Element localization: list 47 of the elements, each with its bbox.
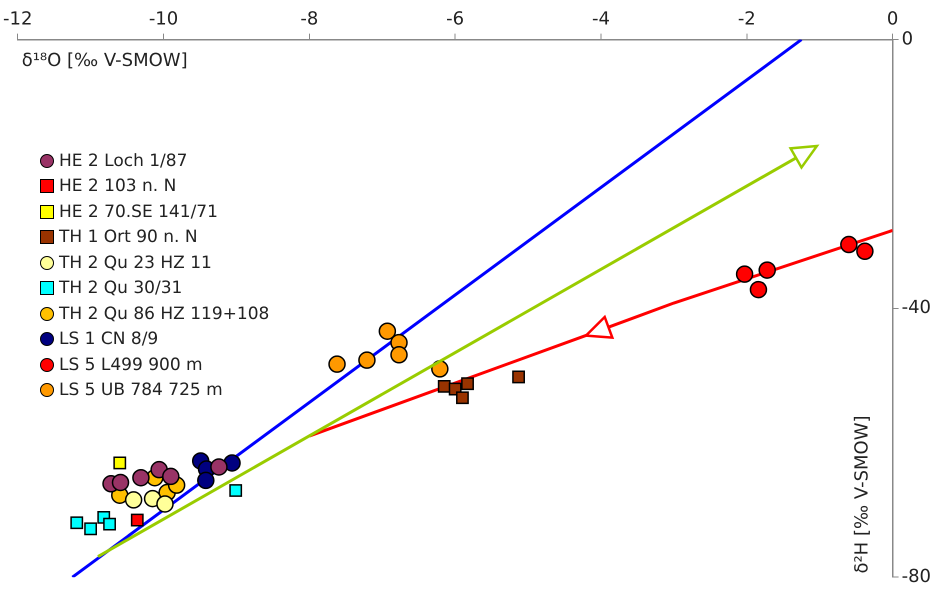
point [512,370,525,384]
point [328,355,346,373]
x-tick-label: -8 [300,8,318,30]
x-tick-label: 0 [886,8,898,30]
legend-label: TH 2 Qu 23 HZ 11 [59,252,212,273]
point [156,495,174,513]
x-axis-title: δ¹⁸O [‰ V-SMOW] [22,50,188,71]
point [112,474,130,492]
legend-label: LS 5 UB 784 725 m [59,380,223,400]
point [70,516,84,530]
x-tick-label: -6 [446,8,464,30]
point [736,265,754,283]
point [210,458,228,476]
legend-label: TH 2 Qu 86 HZ 119+108 [59,304,270,324]
point [758,261,776,279]
x-tick-label: -12 [2,8,32,30]
point [113,456,126,470]
y-tick-label: -40 [902,297,932,318]
point [390,346,408,364]
x-tick-label: -2 [738,8,756,30]
point [840,236,858,254]
legend-label: LS 5 L499 900 m [59,354,203,375]
legend-label: HE 2 70.SE 141/71 [59,202,218,222]
point [132,468,150,486]
point [162,468,180,486]
y-tick-label: -80 [902,566,932,587]
x-tick-label: -4 [592,8,610,30]
y-axis-title: δ²H [‰ V-SMOW] [852,415,873,574]
legend-label: HE 2 103 n. N [59,176,176,196]
point [856,242,874,260]
point [461,377,474,390]
point [130,514,144,526]
point [229,484,242,497]
legend-label: HE 2 Loch 1/87 [59,150,188,171]
legend-label: LS 1 CN 8/9 [59,329,158,350]
legend-label: TH 2 Qu 30/31 [59,278,182,298]
point [750,280,768,298]
point [456,391,469,404]
legend-label: TH 1 Ort 90 n. N [59,227,198,248]
point [197,472,215,490]
y-tick-label: 0 [902,28,914,50]
x-tick-label: -10 [148,8,178,30]
point [124,491,142,509]
point [358,351,376,369]
point [378,322,396,340]
point [103,518,116,531]
point [84,522,98,536]
